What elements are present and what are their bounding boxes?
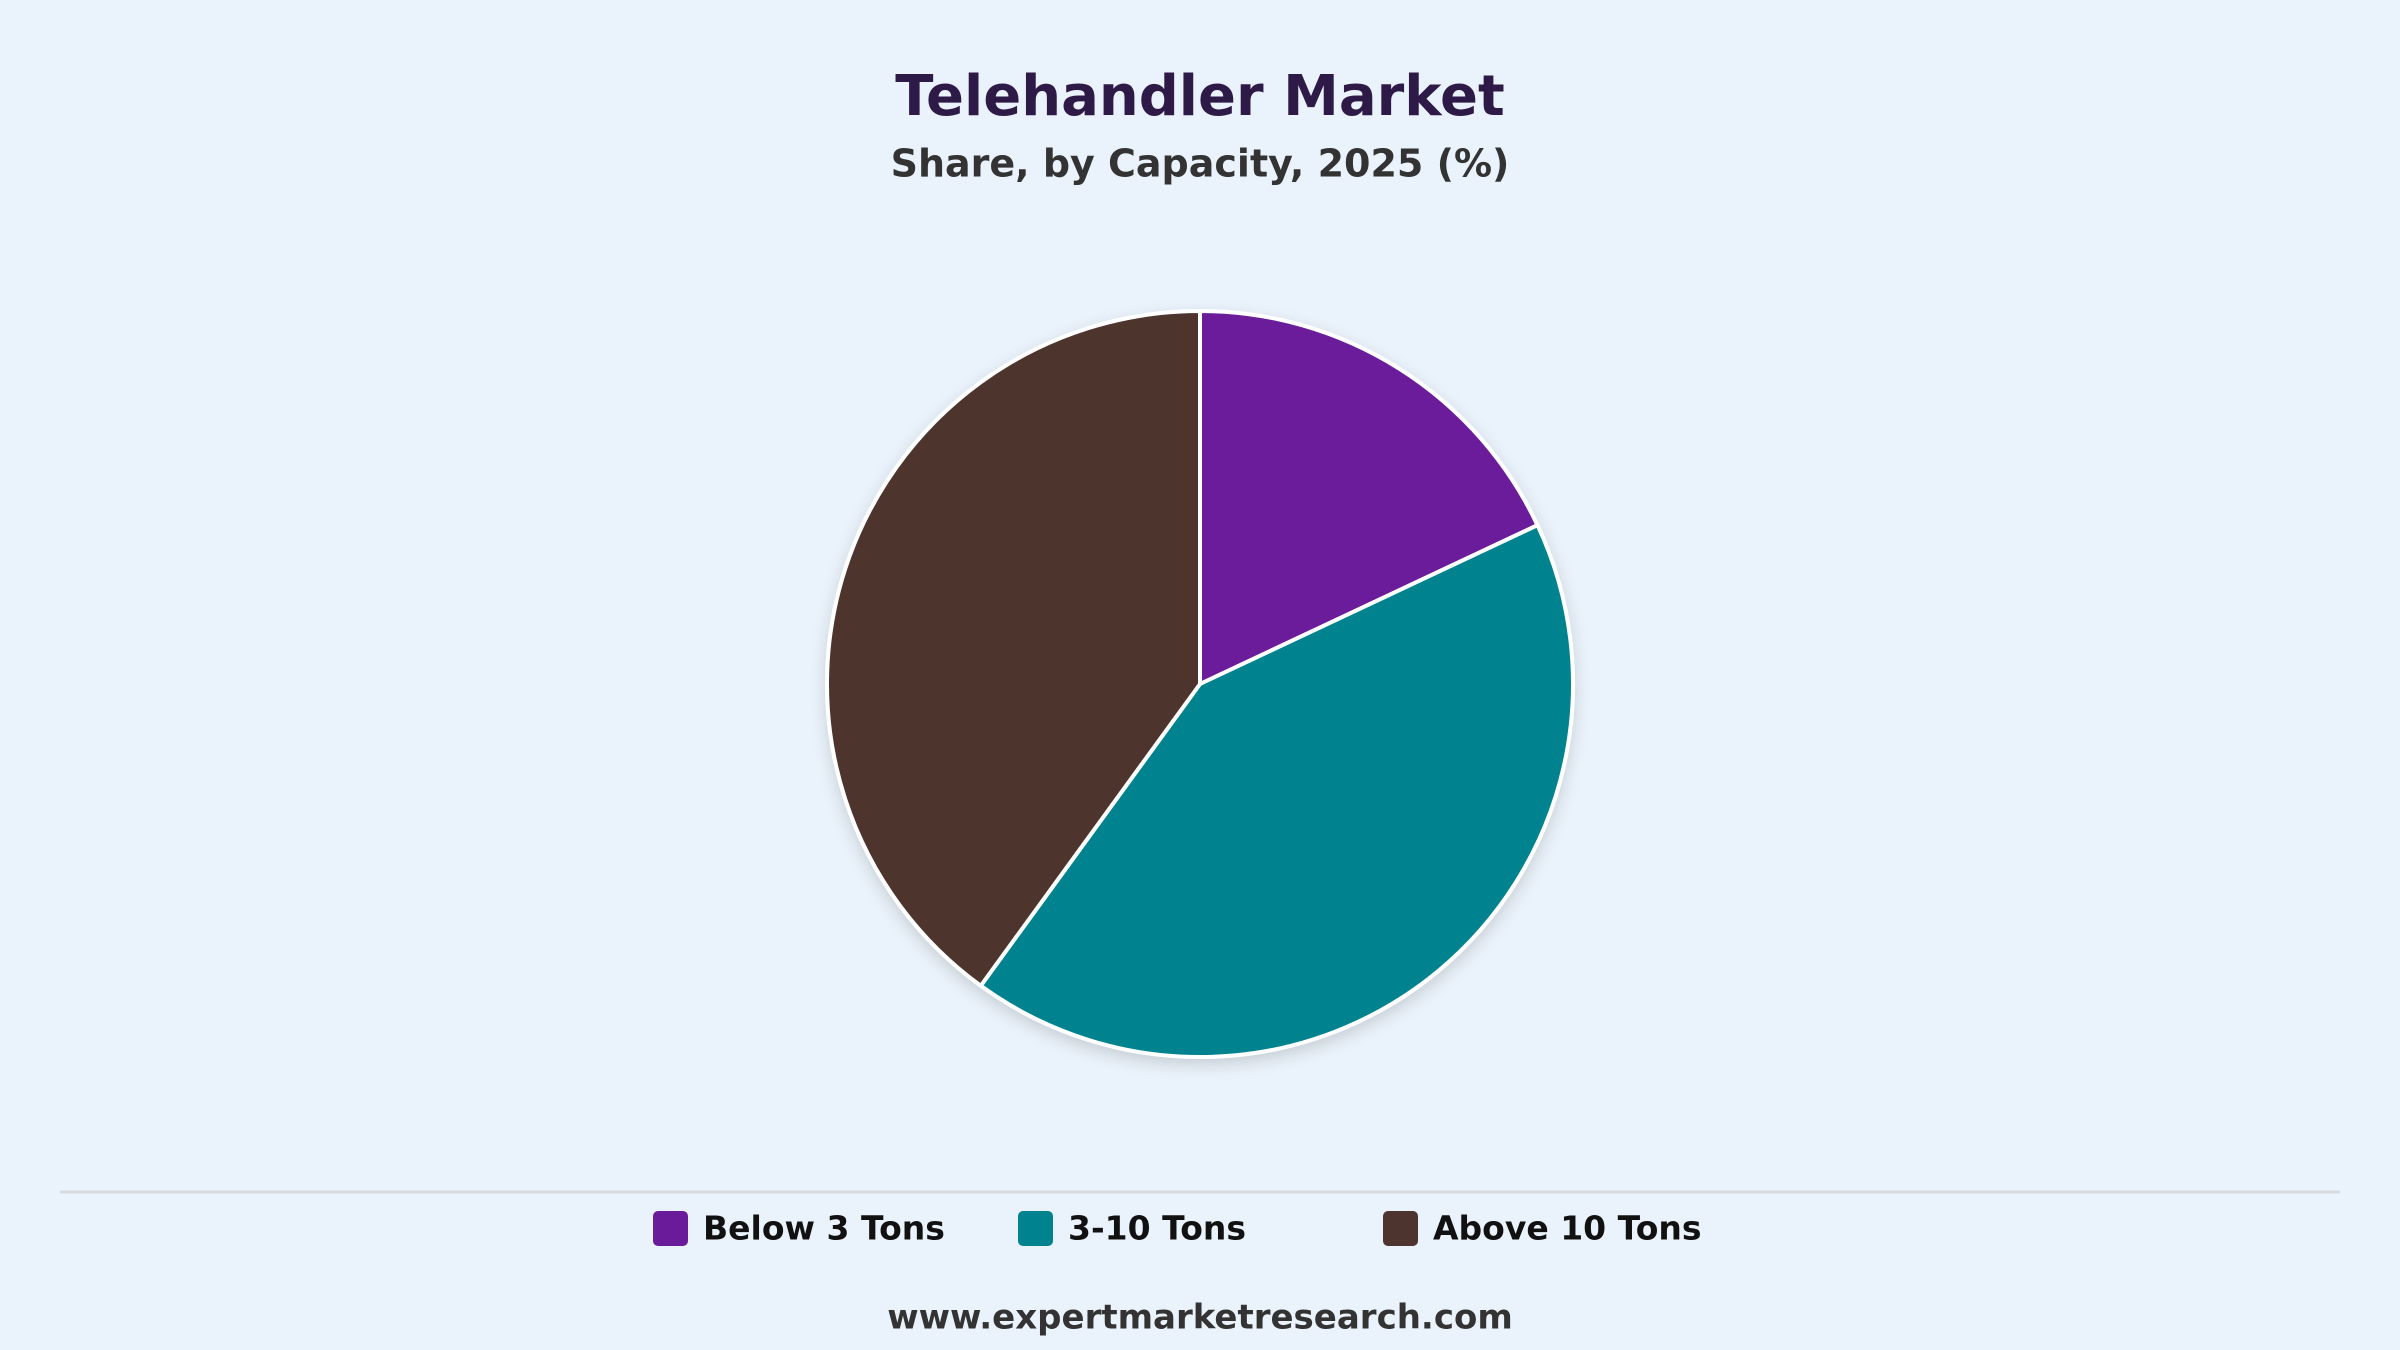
legend-swatch [653,1211,688,1246]
legend: Below 3 Tons 3-10 Tons Above 10 Tons [653,1209,1702,1248]
chart-title: Telehandler Market [895,64,1504,129]
pie [825,308,1575,1059]
legend-swatch [1383,1211,1418,1246]
pie-slice [977,522,1575,1059]
pie-slice [1198,308,1541,688]
chart-subtitle: Share, by Capacity, 2025 (%) [891,142,1510,186]
legend-swatch [1018,1211,1053,1246]
legend-label: Below 3 Tons [703,1209,945,1248]
legend-label: 3-10 Tons [1068,1209,1246,1248]
legend-label: Above 10 Tons [1433,1209,1702,1248]
footer: www.expertmarketresearch.com [887,1298,1513,1338]
pie-slice [825,308,1202,989]
